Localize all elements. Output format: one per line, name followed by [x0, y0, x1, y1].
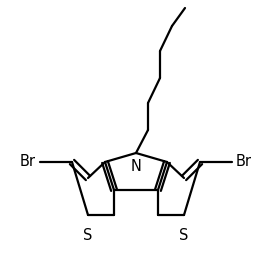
Text: S: S	[83, 228, 93, 243]
Text: Br: Br	[236, 155, 252, 170]
Text: Br: Br	[20, 155, 36, 170]
Text: S: S	[179, 228, 189, 243]
Text: N: N	[131, 159, 141, 174]
